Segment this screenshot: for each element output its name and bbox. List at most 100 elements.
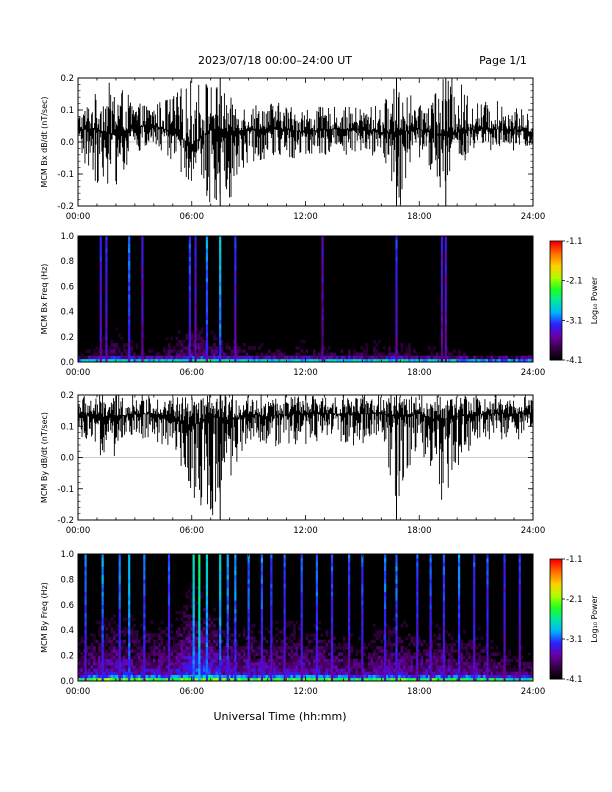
spectrogram-burst-cell [518, 651, 521, 656]
spectrogram-cell [353, 665, 356, 669]
spectrogram-burst-cell [234, 638, 237, 644]
spectrogram-cell [83, 674, 86, 679]
spectrogram-cell [173, 674, 176, 679]
spectrogram-cell [215, 655, 219, 660]
spectrogram-burst-cell [205, 621, 209, 627]
spectrogram-cell [138, 655, 141, 660]
spectrogram-cell [338, 674, 341, 679]
spectrogram-cell [280, 674, 284, 679]
x-tick-label: 00:00 [66, 212, 91, 222]
spectrogram-burst-cell [128, 659, 131, 665]
spectrogram-cell [415, 352, 419, 356]
spectrogram-cell [138, 668, 141, 672]
spectrogram-cell [213, 674, 216, 679]
spectrogram-cell [403, 668, 406, 672]
spectrogram-cell [355, 649, 359, 653]
spectrogram-cell [410, 355, 414, 360]
colorbar-cell [550, 669, 562, 672]
spectrogram-burst-cell [192, 579, 195, 585]
spectrogram-cell [180, 349, 184, 353]
spectrogram-burst-cell [395, 579, 398, 585]
spectrogram-burst-cell [101, 617, 104, 623]
spectrogram-burst-cell [118, 596, 121, 601]
spectrogram-cell [110, 639, 114, 644]
spectrogram-cell [435, 661, 439, 666]
spectrogram-burst-cell [101, 566, 104, 572]
colorbar-cell [550, 627, 562, 630]
spectrogram-burst-cell [219, 294, 222, 300]
spectrogram-burst-cell [234, 265, 237, 270]
spectrogram-cell [200, 661, 204, 666]
colorbar-tick-label: -2.1 [566, 595, 583, 605]
spectrogram-cell [400, 343, 404, 347]
spectrogram-cell [210, 355, 214, 360]
spectrogram-cell [263, 668, 266, 672]
spectrogram-burst-cell [101, 634, 104, 640]
spectrogram-burst-cell [348, 659, 351, 665]
colorbar-cell [550, 677, 562, 680]
spectrogram-burst-cell [440, 252, 444, 258]
spectrogram-cell [250, 623, 254, 628]
x-tick-label: 18:00 [407, 687, 432, 697]
spectrogram-cell [280, 655, 284, 660]
spectrogram-cell [273, 652, 276, 656]
spectrogram-cell [160, 674, 164, 679]
spectrogram-cell [448, 642, 451, 647]
spectrogram-cell [433, 661, 436, 666]
spectrogram-burst-cell [473, 587, 476, 593]
spectrogram-burst-cell [128, 244, 131, 249]
spectrogram-burst-cell [395, 672, 398, 678]
spectrogram-cell [175, 349, 179, 353]
spectrogram-burst-cell [300, 579, 303, 585]
spectrogram-cell [138, 658, 141, 663]
spectrogram-burst-cell [247, 659, 250, 665]
spectrogram-burst-cell [260, 613, 263, 618]
spectrogram-burst-cell [226, 621, 229, 627]
spectrogram-burst-cell [348, 617, 351, 623]
spectrogram-burst-cell [219, 642, 222, 648]
spectrogram-burst-cell [101, 664, 104, 669]
spectrogram-cell [260, 358, 264, 363]
spectrogram-cell [525, 674, 529, 679]
spectrogram-cell [305, 652, 309, 656]
spectrogram-cell [378, 655, 381, 660]
spectrogram-cell [208, 642, 211, 647]
spectrogram-burst-cell [315, 566, 318, 572]
spectrogram-cell [208, 633, 211, 637]
spectrogram-cell [288, 646, 291, 650]
colorbar-cell [550, 583, 562, 586]
spectrogram-cell [478, 661, 481, 666]
spectrogram-cell [340, 355, 344, 360]
spectrogram-burst-cell [143, 609, 146, 614]
spectrogram-cell [258, 677, 261, 682]
spectrogram-burst-cell [128, 617, 131, 623]
spectrogram-cell [333, 649, 336, 653]
spectrogram-cell [220, 630, 224, 634]
spectrogram-cell [523, 661, 526, 666]
spectrogram-burst-cell [384, 668, 387, 673]
spectrogram-cell [110, 661, 114, 666]
spectrogram-burst-cell [395, 282, 398, 287]
spectrogram-burst-cell [330, 668, 334, 673]
spectrogram-cell [213, 349, 216, 353]
colorbar-cell [550, 248, 562, 252]
spectrogram-cell [88, 349, 91, 353]
spectrogram-cell [163, 646, 166, 650]
spectrogram-burst-cell [440, 303, 444, 308]
spectrogram-cell [135, 677, 139, 682]
spectrogram-cell [155, 671, 159, 675]
spectrogram-burst-cell [395, 294, 398, 300]
spectrogram-burst-cell [473, 664, 476, 669]
spectrogram-cell [498, 661, 501, 666]
spectrogram-cell [455, 665, 459, 669]
spectrogram-cell [165, 639, 169, 644]
spectrogram-burst-cell [348, 604, 351, 610]
spectrogram-cell [423, 355, 426, 360]
spectrogram-cell [135, 633, 139, 637]
spectrogram-cell [253, 658, 256, 663]
spectrogram-burst-cell [101, 668, 104, 673]
spectrogram-cell [133, 658, 136, 663]
spectrogram-burst-cell [226, 642, 229, 648]
spectrogram-cell [258, 358, 261, 363]
spectrogram-cell [393, 652, 396, 656]
